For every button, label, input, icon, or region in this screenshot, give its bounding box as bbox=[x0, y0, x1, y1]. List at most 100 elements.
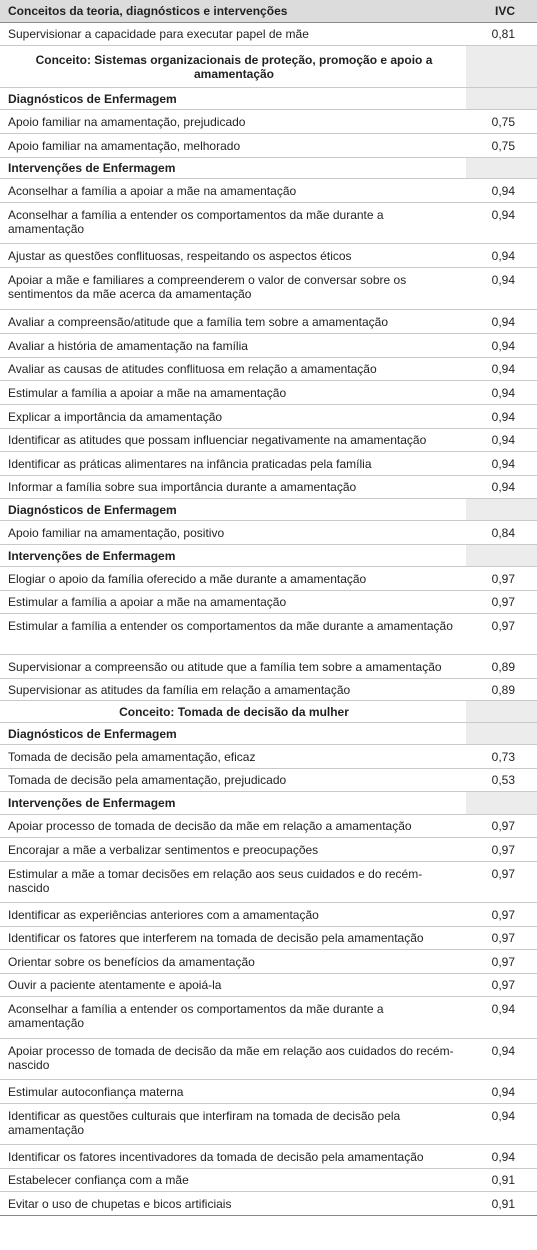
table-row: Estimular a família a apoiar a mãe na am… bbox=[0, 590, 537, 614]
ivc-value bbox=[466, 722, 537, 745]
ivc-value: 0,94 bbox=[466, 333, 537, 358]
row-label: Tomada de decisão pela amamentação, prej… bbox=[0, 768, 466, 792]
section-title: Diagnósticos de Enfermagem bbox=[0, 722, 466, 745]
ivc-value: 0,94 bbox=[466, 357, 537, 381]
table-row: Supervisionar as atitudes da família em … bbox=[0, 678, 537, 701]
table-row: Avaliar as causas de atitudes conflituos… bbox=[0, 357, 537, 381]
table-row: Explicar a importância da amamentação 0,9… bbox=[0, 404, 537, 429]
ivc-value: 0,94 bbox=[466, 996, 537, 1039]
table-row: Identificar as experiências anteriores c… bbox=[0, 902, 537, 927]
ivc-value: 0,94 bbox=[466, 451, 537, 476]
ivc-value: 0,97 bbox=[466, 590, 537, 614]
ivc-value: 0,97 bbox=[466, 902, 537, 927]
header-concepts: Conceitos da teoria, diagnósticos e inte… bbox=[0, 0, 466, 23]
ivc-value bbox=[466, 700, 537, 723]
ivc-value: 0,94 bbox=[466, 1079, 537, 1104]
ivc-value: 0,97 bbox=[466, 613, 537, 655]
concept-title: Conceito: Tomada de decisão da mulher bbox=[0, 700, 466, 723]
ivc-value: 0,91 bbox=[466, 1168, 537, 1192]
concept-row: Conceito: Tomada de decisão da mulher bbox=[0, 700, 537, 723]
table-row: Aconselhar a família a entender os compo… bbox=[0, 202, 537, 244]
table-row: Apoio familiar na amamentação, positivo 0… bbox=[0, 520, 537, 545]
table-row: Avaliar a compreensão/atitude que a famí… bbox=[0, 309, 537, 334]
table-row: Avaliar a história de amamentação na fam… bbox=[0, 333, 537, 358]
ivc-value: 0,89 bbox=[466, 654, 537, 679]
table-row: Aconselhar a família a apoiar a mãe na a… bbox=[0, 178, 537, 203]
table-row: Aconselhar a família a entender os compo… bbox=[0, 996, 537, 1039]
row-label: Explicar a importância da amamentação bbox=[0, 404, 466, 429]
row-label: Informar a família sobre sua importância… bbox=[0, 475, 466, 499]
table-row: Apoiar a mãe e familiares a compreendere… bbox=[0, 267, 537, 310]
row-label: Tomada de decisão pela amamentação, efic… bbox=[0, 744, 466, 769]
section-row: Intervenções de Enfermagem bbox=[0, 791, 537, 815]
table-row: Tomada de decisão pela amamentação, prej… bbox=[0, 768, 537, 792]
row-label: Avaliar a compreensão/atitude que a famí… bbox=[0, 309, 466, 334]
section-row: Intervenções de Enfermagem bbox=[0, 544, 537, 567]
row-label: Avaliar a história de amamentação na fam… bbox=[0, 333, 466, 358]
row-label: Aconselhar a família a apoiar a mãe na a… bbox=[0, 178, 466, 203]
ivc-value: 0,94 bbox=[466, 1103, 537, 1145]
table-row: Evitar o uso de chupetas e bicos artific… bbox=[0, 1191, 537, 1216]
section-title: Intervenções de Enfermagem bbox=[0, 157, 466, 179]
row-label: Identificar as questões culturais que in… bbox=[0, 1103, 466, 1145]
row-label: Avaliar as causas de atitudes conflituos… bbox=[0, 357, 466, 381]
table-row: Estimular autoconfiança materna 0,94 bbox=[0, 1079, 537, 1104]
table-row: Estimular a família a entender os compor… bbox=[0, 613, 537, 655]
row-label: Orientar sobre os benefícios da amamenta… bbox=[0, 949, 466, 974]
table-body: Supervisionar a capacidade para executar… bbox=[0, 22, 537, 1216]
ivc-value: 0,75 bbox=[466, 109, 537, 134]
ivc-value: 0,97 bbox=[466, 814, 537, 838]
row-label: Estimular a mãe a tomar decisões em rela… bbox=[0, 861, 466, 903]
table-row: Identificar as práticas alimentares na i… bbox=[0, 451, 537, 476]
row-label: Estimular a família a apoiar a mãe na am… bbox=[0, 380, 466, 405]
ivc-value: 0,97 bbox=[466, 837, 537, 862]
section-title: Diagnósticos de Enfermagem bbox=[0, 87, 466, 110]
table-row: Informar a família sobre sua importância… bbox=[0, 475, 537, 499]
ivc-value bbox=[466, 544, 537, 567]
ivc-value: 0,94 bbox=[466, 475, 537, 499]
ivc-value: 0,73 bbox=[466, 744, 537, 769]
table-header-row: Conceitos da teoria, diagnósticos e inte… bbox=[0, 0, 537, 23]
row-label: Apoiar a mãe e familiares a compreendere… bbox=[0, 267, 466, 310]
row-label: Identificar os fatores que interferem na… bbox=[0, 926, 466, 950]
table-row: Ouvir a paciente atentamente e apoiá-la 0… bbox=[0, 973, 537, 997]
ivc-value: 0,91 bbox=[466, 1191, 537, 1216]
table-row: Elogiar o apoio da família oferecido a m… bbox=[0, 566, 537, 591]
ivc-value: 0,81 bbox=[466, 22, 537, 46]
ivc-table: Conceitos da teoria, diagnósticos e inte… bbox=[0, 0, 537, 1216]
row-label: Ouvir a paciente atentamente e apoiá-la bbox=[0, 973, 466, 997]
row-label: Aconselhar a família a entender os compo… bbox=[0, 202, 466, 244]
table-row: Apoio familiar na amamentação, melhorado… bbox=[0, 133, 537, 158]
row-label: Supervisionar a compreensão ou atitude q… bbox=[0, 654, 466, 679]
ivc-value: 0,97 bbox=[466, 926, 537, 950]
row-label: Supervisionar as atitudes da família em … bbox=[0, 678, 466, 701]
section-title: Diagnósticos de Enfermagem bbox=[0, 498, 466, 521]
row-label: Estimular autoconfiança materna bbox=[0, 1079, 466, 1104]
ivc-value: 0,97 bbox=[466, 566, 537, 591]
row-label: Ajustar as questões conflituosas, respei… bbox=[0, 243, 466, 268]
table-row: Identificar as atitudes que possam influ… bbox=[0, 428, 537, 452]
table-row: Apoiar processo de tomada de decisão da … bbox=[0, 1038, 537, 1080]
row-label: Estimular a família a apoiar a mãe na am… bbox=[0, 590, 466, 614]
section-row: Diagnósticos de Enfermagem bbox=[0, 498, 537, 521]
table-row: Estimular a mãe a tomar decisões em rela… bbox=[0, 861, 537, 903]
ivc-value: 0,94 bbox=[466, 380, 537, 405]
ivc-value bbox=[466, 791, 537, 815]
row-label: Apoiar processo de tomada de decisão da … bbox=[0, 814, 466, 838]
ivc-value: 0,94 bbox=[466, 243, 537, 268]
ivc-value: 0,94 bbox=[466, 178, 537, 203]
header-ivc: IVC bbox=[466, 0, 537, 23]
row-label: Elogiar o apoio da família oferecido a m… bbox=[0, 566, 466, 591]
row-label: Identificar as experiências anteriores c… bbox=[0, 902, 466, 927]
ivc-value: 0,94 bbox=[466, 267, 537, 310]
ivc-value: 0,97 bbox=[466, 973, 537, 997]
table-row: Identificar os fatores que interferem na… bbox=[0, 926, 537, 950]
ivc-value: 0,94 bbox=[466, 1144, 537, 1169]
row-label: Identificar as práticas alimentares na i… bbox=[0, 451, 466, 476]
table-row: Encorajar a mãe a verbalizar sentimentos… bbox=[0, 837, 537, 862]
ivc-value bbox=[466, 45, 537, 88]
table-row: Supervisionar a capacidade para executar… bbox=[0, 22, 537, 46]
ivc-value: 0,94 bbox=[466, 428, 537, 452]
row-label: Estabelecer confiança com a mãe bbox=[0, 1168, 466, 1192]
ivc-value: 0,97 bbox=[466, 861, 537, 903]
